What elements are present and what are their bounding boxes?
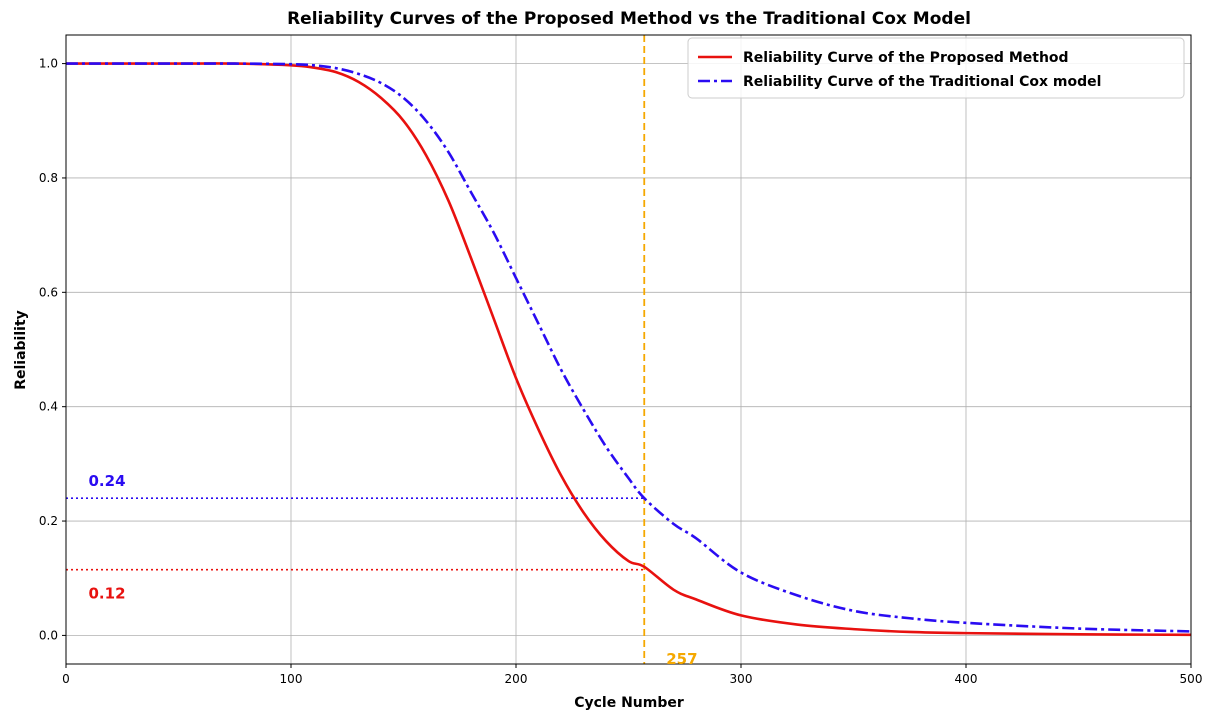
vertical-reference-label: 257 [666, 650, 697, 668]
plot-frame [65, 34, 1192, 665]
x-tick-label: 300 [730, 672, 753, 686]
y-tick-label: 1.0 [39, 57, 58, 71]
x-axis-label: Cycle Number [574, 695, 684, 711]
y-axis-label: Reliability [13, 310, 29, 390]
series-lines [65, 62, 1192, 637]
x-tick-label: 400 [955, 672, 978, 686]
series-line-0 [65, 62, 1192, 637]
x-tick-label: 0 [62, 672, 70, 686]
grid [65, 35, 1192, 664]
reference-lines [66, 35, 646, 664]
legend: Reliability Curve of the Proposed Method… [687, 37, 1185, 99]
axis-ticks: 0 100 200 300 400 500 0.0 0.2 0.4 0.6 0.8 1.0 [39, 57, 1203, 686]
y-tick-label: 0.2 [39, 514, 58, 528]
legend-box [687, 37, 1185, 99]
y-tick-label: 0.4 [39, 400, 58, 414]
series-line-1 [65, 62, 1192, 633]
y-tick-label: 0.6 [39, 285, 58, 299]
annotations: 257 0.24 0.12 [89, 472, 698, 668]
legend-label-cox: Reliability Curve of the Traditional Cox… [743, 74, 1101, 90]
x-tick-label: 500 [1180, 672, 1203, 686]
y-tick-label: 0.8 [39, 171, 58, 185]
x-tick-label: 100 [280, 672, 303, 686]
legend-label-proposed: Reliability Curve of the Proposed Method [743, 50, 1069, 66]
x-tick-label: 200 [505, 672, 528, 686]
horizontal-reference-label: 0.24 [89, 472, 126, 490]
chart-title: Reliability Curves of the Proposed Metho… [287, 9, 971, 29]
horizontal-reference-label: 0.12 [89, 585, 126, 603]
y-tick-label: 0.0 [39, 628, 58, 642]
